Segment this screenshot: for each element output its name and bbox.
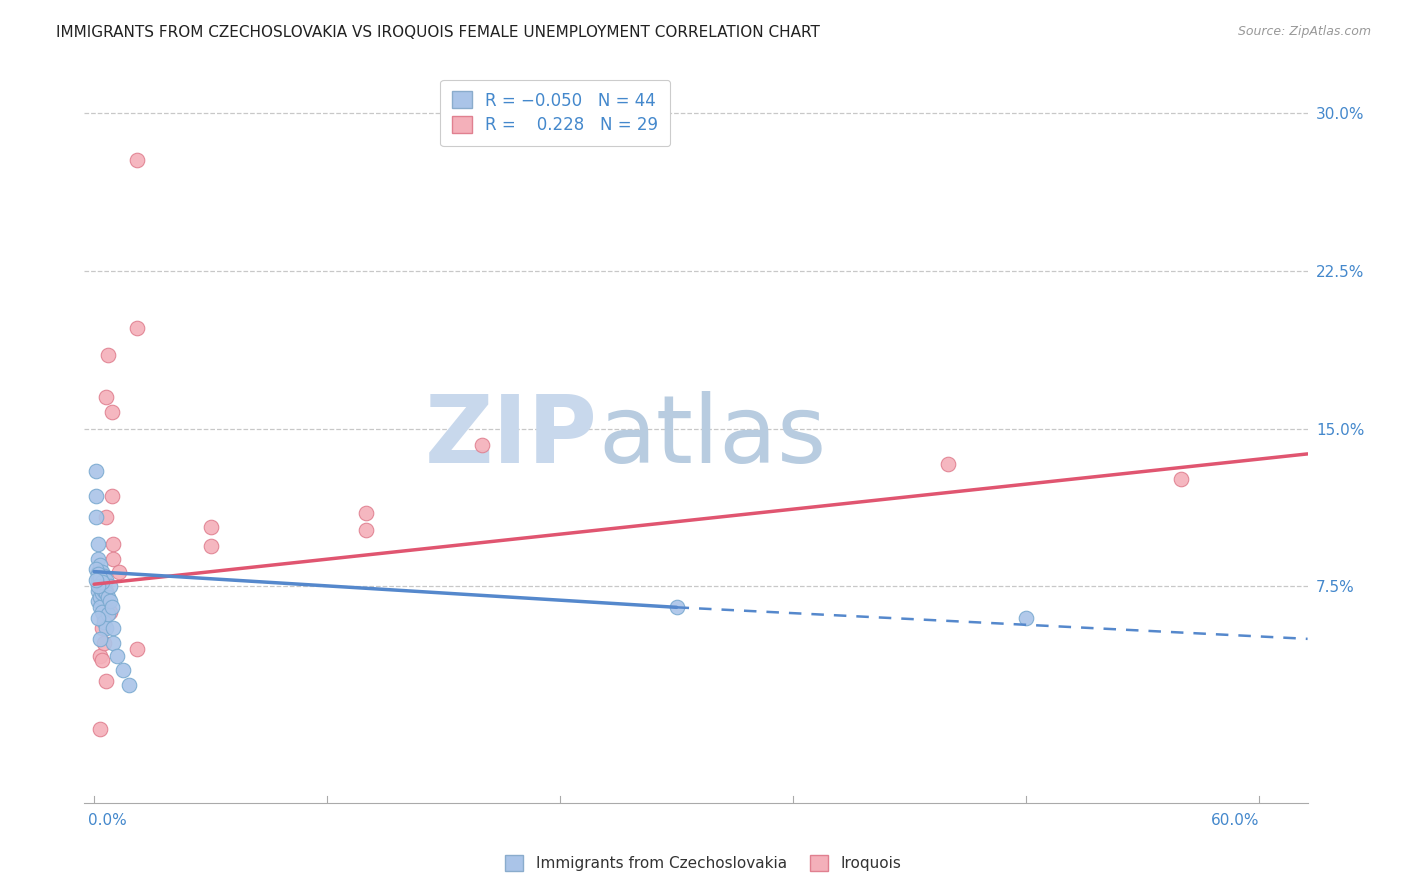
Point — [97, 590, 120, 604]
Point — [200, 540, 222, 554]
Text: Source: ZipAtlas.com: Source: ZipAtlas.com — [1237, 25, 1371, 38]
Point — [200, 520, 222, 534]
Point — [90, 585, 112, 599]
Point — [94, 583, 117, 598]
Point — [89, 571, 111, 585]
Point — [89, 648, 111, 663]
Point — [665, 600, 688, 615]
Point — [97, 348, 120, 362]
Point — [84, 489, 107, 503]
Point — [94, 573, 117, 587]
Point — [89, 579, 111, 593]
Point — [125, 153, 148, 167]
Point — [87, 573, 110, 587]
Point — [103, 537, 125, 551]
Point — [89, 565, 111, 579]
Point — [87, 594, 110, 608]
Point — [87, 583, 110, 598]
Point — [105, 648, 128, 663]
Point — [94, 510, 117, 524]
Point — [89, 632, 111, 646]
Point — [354, 523, 377, 537]
Point — [125, 320, 148, 334]
Point — [118, 678, 141, 692]
Point — [103, 621, 125, 635]
Point — [471, 438, 494, 452]
Point — [93, 569, 115, 583]
Point — [1015, 611, 1038, 625]
Point — [93, 583, 115, 598]
Point — [93, 615, 115, 629]
Text: ZIP: ZIP — [425, 391, 598, 483]
Point — [84, 464, 107, 478]
Text: IMMIGRANTS FROM CZECHOSLOVAKIA VS IROQUOIS FEMALE UNEMPLOYMENT CORRELATION CHART: IMMIGRANTS FROM CZECHOSLOVAKIA VS IROQUO… — [56, 25, 820, 40]
Point — [100, 600, 122, 615]
Point — [89, 723, 111, 737]
Point — [87, 552, 110, 566]
Point — [93, 636, 115, 650]
Point — [103, 636, 125, 650]
Legend: R = −0.050   N = 44, R =    0.228   N = 29: R = −0.050 N = 44, R = 0.228 N = 29 — [440, 79, 671, 146]
Point — [84, 573, 107, 587]
Point — [89, 558, 111, 573]
Point — [108, 565, 131, 579]
Point — [938, 458, 960, 472]
Text: atlas: atlas — [598, 391, 827, 483]
Point — [97, 607, 120, 621]
Point — [103, 552, 125, 566]
Point — [87, 611, 110, 625]
Point — [90, 565, 112, 579]
Point — [354, 506, 377, 520]
Point — [90, 605, 112, 619]
Point — [89, 600, 111, 615]
Text: 60.0%: 60.0% — [1211, 814, 1258, 829]
Point — [98, 594, 121, 608]
Point — [87, 579, 110, 593]
Point — [94, 390, 117, 404]
Point — [94, 673, 117, 688]
Point — [90, 621, 112, 635]
Point — [1170, 472, 1192, 486]
Point — [90, 575, 112, 590]
Point — [87, 565, 110, 579]
Point — [98, 579, 121, 593]
Point — [125, 642, 148, 657]
Point — [90, 653, 112, 667]
Point — [89, 571, 111, 585]
Point — [84, 510, 107, 524]
Point — [93, 611, 115, 625]
Point — [90, 575, 112, 590]
Text: 0.0%: 0.0% — [89, 814, 127, 829]
Point — [87, 537, 110, 551]
Point — [112, 664, 135, 678]
Point — [94, 585, 117, 599]
Legend: Immigrants from Czechoslovakia, Iroquois: Immigrants from Czechoslovakia, Iroquois — [499, 849, 907, 877]
Point — [98, 605, 121, 619]
Point — [94, 621, 117, 635]
Point — [100, 405, 122, 419]
Point — [100, 489, 122, 503]
Point — [93, 569, 115, 583]
Point — [84, 562, 107, 576]
Point — [89, 590, 111, 604]
Point — [87, 566, 110, 581]
